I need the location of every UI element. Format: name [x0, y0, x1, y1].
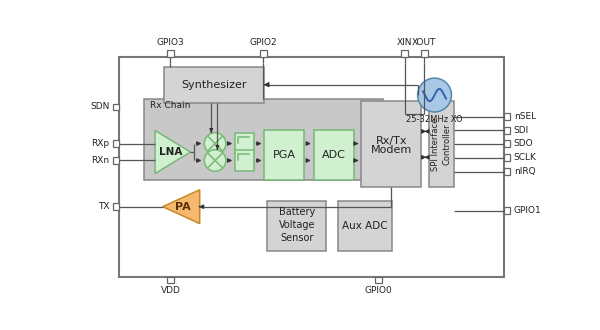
Bar	[401, 50, 409, 56]
Text: Modem: Modem	[371, 146, 412, 155]
Bar	[260, 50, 266, 56]
Bar	[164, 67, 263, 103]
Text: 25-32MHz XO: 25-32MHz XO	[406, 115, 463, 124]
Bar	[361, 101, 421, 187]
Bar	[113, 104, 119, 111]
Text: ADC: ADC	[322, 150, 346, 160]
Text: VDD: VDD	[161, 286, 181, 295]
Circle shape	[205, 133, 226, 154]
Polygon shape	[163, 190, 200, 224]
Bar	[113, 203, 119, 210]
Circle shape	[418, 78, 451, 112]
Bar	[504, 127, 510, 134]
Text: SPI Interface
Controller: SPI Interface Controller	[431, 117, 452, 171]
Text: XOUT: XOUT	[412, 38, 436, 47]
Bar	[113, 157, 119, 164]
Bar	[268, 201, 326, 251]
Text: Aux ADC: Aux ADC	[343, 221, 388, 231]
Bar	[235, 133, 254, 154]
Text: TX: TX	[98, 202, 110, 211]
Text: SCLK: SCLK	[514, 153, 537, 162]
Bar	[314, 130, 354, 180]
Text: Battery
Voltage
Sensor: Battery Voltage Sensor	[278, 207, 315, 243]
Text: LNA: LNA	[159, 147, 182, 157]
Text: PGA: PGA	[273, 150, 296, 160]
Text: SDI: SDI	[514, 126, 529, 135]
Bar	[504, 154, 510, 161]
Text: SDO: SDO	[514, 140, 533, 148]
Bar	[504, 207, 510, 214]
Text: PA: PA	[175, 202, 191, 212]
Bar	[504, 113, 510, 120]
Text: nIRQ: nIRQ	[514, 167, 535, 176]
Text: GPIO1: GPIO1	[514, 206, 542, 214]
Circle shape	[205, 150, 226, 171]
Bar	[119, 56, 504, 277]
Text: RXn: RXn	[91, 156, 110, 165]
Text: GPIO3: GPIO3	[157, 38, 185, 47]
Text: Synthesizer: Synthesizer	[181, 80, 247, 90]
Text: GPIO0: GPIO0	[365, 286, 392, 295]
Bar	[113, 140, 119, 147]
Bar	[265, 130, 304, 180]
Bar	[235, 150, 254, 171]
Bar	[338, 201, 392, 251]
Text: SDN: SDN	[90, 103, 110, 112]
Bar	[167, 50, 174, 56]
Bar	[375, 277, 382, 283]
Text: Rx/Tx: Rx/Tx	[376, 136, 407, 146]
Bar	[144, 99, 383, 180]
Bar	[504, 141, 510, 148]
Polygon shape	[155, 130, 190, 174]
Bar	[429, 101, 454, 187]
Text: RXp: RXp	[91, 139, 110, 148]
Text: nSEL: nSEL	[514, 112, 536, 121]
Text: GPIO2: GPIO2	[250, 38, 277, 47]
Bar	[504, 168, 510, 175]
Bar	[167, 277, 174, 283]
Bar	[421, 50, 428, 56]
Text: Rx Chain: Rx Chain	[149, 101, 190, 110]
Text: XIN: XIN	[397, 38, 413, 47]
